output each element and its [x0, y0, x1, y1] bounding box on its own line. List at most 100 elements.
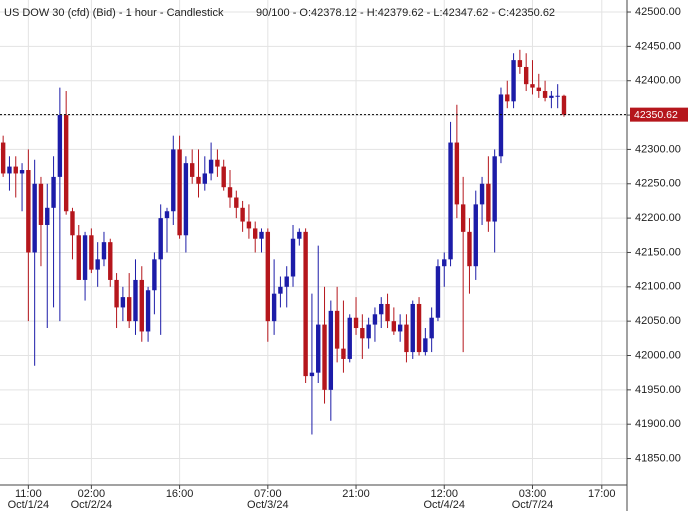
candle-body — [429, 317, 434, 339]
candle-body — [435, 266, 441, 318]
candle-body — [517, 60, 523, 67]
candle-body — [530, 84, 535, 88]
y-tick-label: 42100.00 — [635, 281, 681, 293]
candle-body — [467, 231, 472, 267]
current-price-box — [630, 107, 688, 122]
candle-body — [486, 183, 491, 222]
y-axis-area — [627, 0, 690, 511]
candle-body — [423, 338, 428, 353]
y-tick-label: 42300.00 — [635, 143, 681, 155]
candle-body — [246, 221, 252, 229]
x-tick-label: 17:00 — [588, 488, 616, 500]
chart-title: US DOW 30 (cfd) (Bid) - 1 hour - Candles… — [4, 7, 224, 19]
candle-body — [555, 95, 560, 97]
candle-body — [70, 211, 75, 236]
candle-body — [454, 142, 460, 205]
candle-body — [13, 166, 18, 174]
candle-body — [271, 293, 277, 322]
x-axis-area — [0, 485, 690, 511]
candle-body — [234, 197, 239, 208]
candle-body — [542, 91, 548, 98]
x-tick-label: 11:00 — [15, 488, 42, 500]
candle-body — [385, 303, 390, 322]
candle-body — [505, 94, 510, 102]
candle-body — [240, 207, 245, 222]
candle-body — [89, 235, 94, 270]
candle-body — [26, 170, 31, 253]
candle-body — [108, 242, 113, 280]
y-tick-label: 41850.00 — [635, 452, 681, 464]
candle-body — [164, 211, 170, 219]
candle-body — [397, 324, 403, 332]
x-tick-date: Oct/4/24 — [423, 499, 465, 511]
y-tick-label: 41900.00 — [635, 418, 681, 430]
y-tick-label: 42000.00 — [635, 349, 681, 361]
candles — [0, 49, 627, 435]
y-tick-label: 42450.00 — [635, 40, 681, 52]
candle-body — [511, 60, 516, 102]
candle-body — [347, 317, 352, 359]
x-tick-label: 07:00 — [254, 488, 282, 500]
candle-body — [38, 183, 44, 225]
candle-body — [189, 163, 195, 177]
candle-body — [561, 95, 567, 115]
candle-body — [177, 149, 182, 236]
candle-body — [460, 204, 466, 232]
candle-body — [215, 159, 220, 167]
candle-body — [341, 348, 346, 359]
current-price-label: 42350.62 — [634, 109, 678, 121]
candle-body — [158, 218, 163, 260]
candle-body — [126, 297, 132, 322]
candle-body — [372, 314, 378, 325]
candle-body — [227, 187, 233, 198]
candle-body — [334, 310, 340, 349]
y-tick-label: 42200.00 — [635, 212, 681, 224]
candle-body — [265, 231, 271, 322]
candle-body — [120, 297, 126, 308]
x-tick-label: 21:00 — [342, 488, 370, 500]
y-tick-label: 42500.00 — [635, 6, 681, 18]
candle-body — [114, 279, 119, 308]
x-tick-label: 03:00 — [519, 488, 547, 500]
y-tick-label: 42050.00 — [635, 315, 681, 327]
candle-body — [171, 149, 176, 212]
candle-body — [391, 321, 397, 332]
candle-body — [549, 95, 554, 98]
candle-body — [133, 279, 138, 322]
candle-body — [328, 310, 334, 390]
candle-body — [442, 259, 447, 267]
candle-body — [360, 328, 365, 339]
candle-body — [63, 115, 69, 212]
candle-body — [448, 142, 453, 260]
candle-body — [473, 204, 478, 267]
candle-body — [196, 176, 201, 184]
candle-body — [253, 228, 258, 239]
candle-body — [208, 159, 214, 174]
candle-body — [523, 66, 529, 85]
candle-body — [498, 94, 504, 157]
candle-body — [404, 324, 409, 353]
candle-body — [7, 166, 12, 174]
x-tick-date: Oct/2/24 — [71, 499, 113, 511]
candle-body — [278, 286, 283, 294]
candle-body — [410, 303, 415, 353]
candle-body — [536, 87, 541, 92]
candle-body — [82, 235, 88, 280]
candle-body — [202, 173, 207, 184]
y-tick-label: 42400.00 — [635, 75, 681, 87]
candle-body — [366, 324, 371, 339]
candle-body — [45, 207, 50, 225]
candle-body — [353, 317, 359, 329]
candle-body — [416, 303, 422, 353]
candle-body — [479, 183, 485, 205]
candle-body — [139, 279, 144, 332]
y-tick-label: 42150.00 — [635, 246, 681, 258]
y-tick-label: 42250.00 — [635, 178, 681, 190]
x-tick-label: 02:00 — [78, 488, 106, 500]
x-tick-date: Oct/7/24 — [512, 499, 554, 511]
x-axis-band — [627, 487, 690, 511]
candle-body — [76, 235, 81, 280]
